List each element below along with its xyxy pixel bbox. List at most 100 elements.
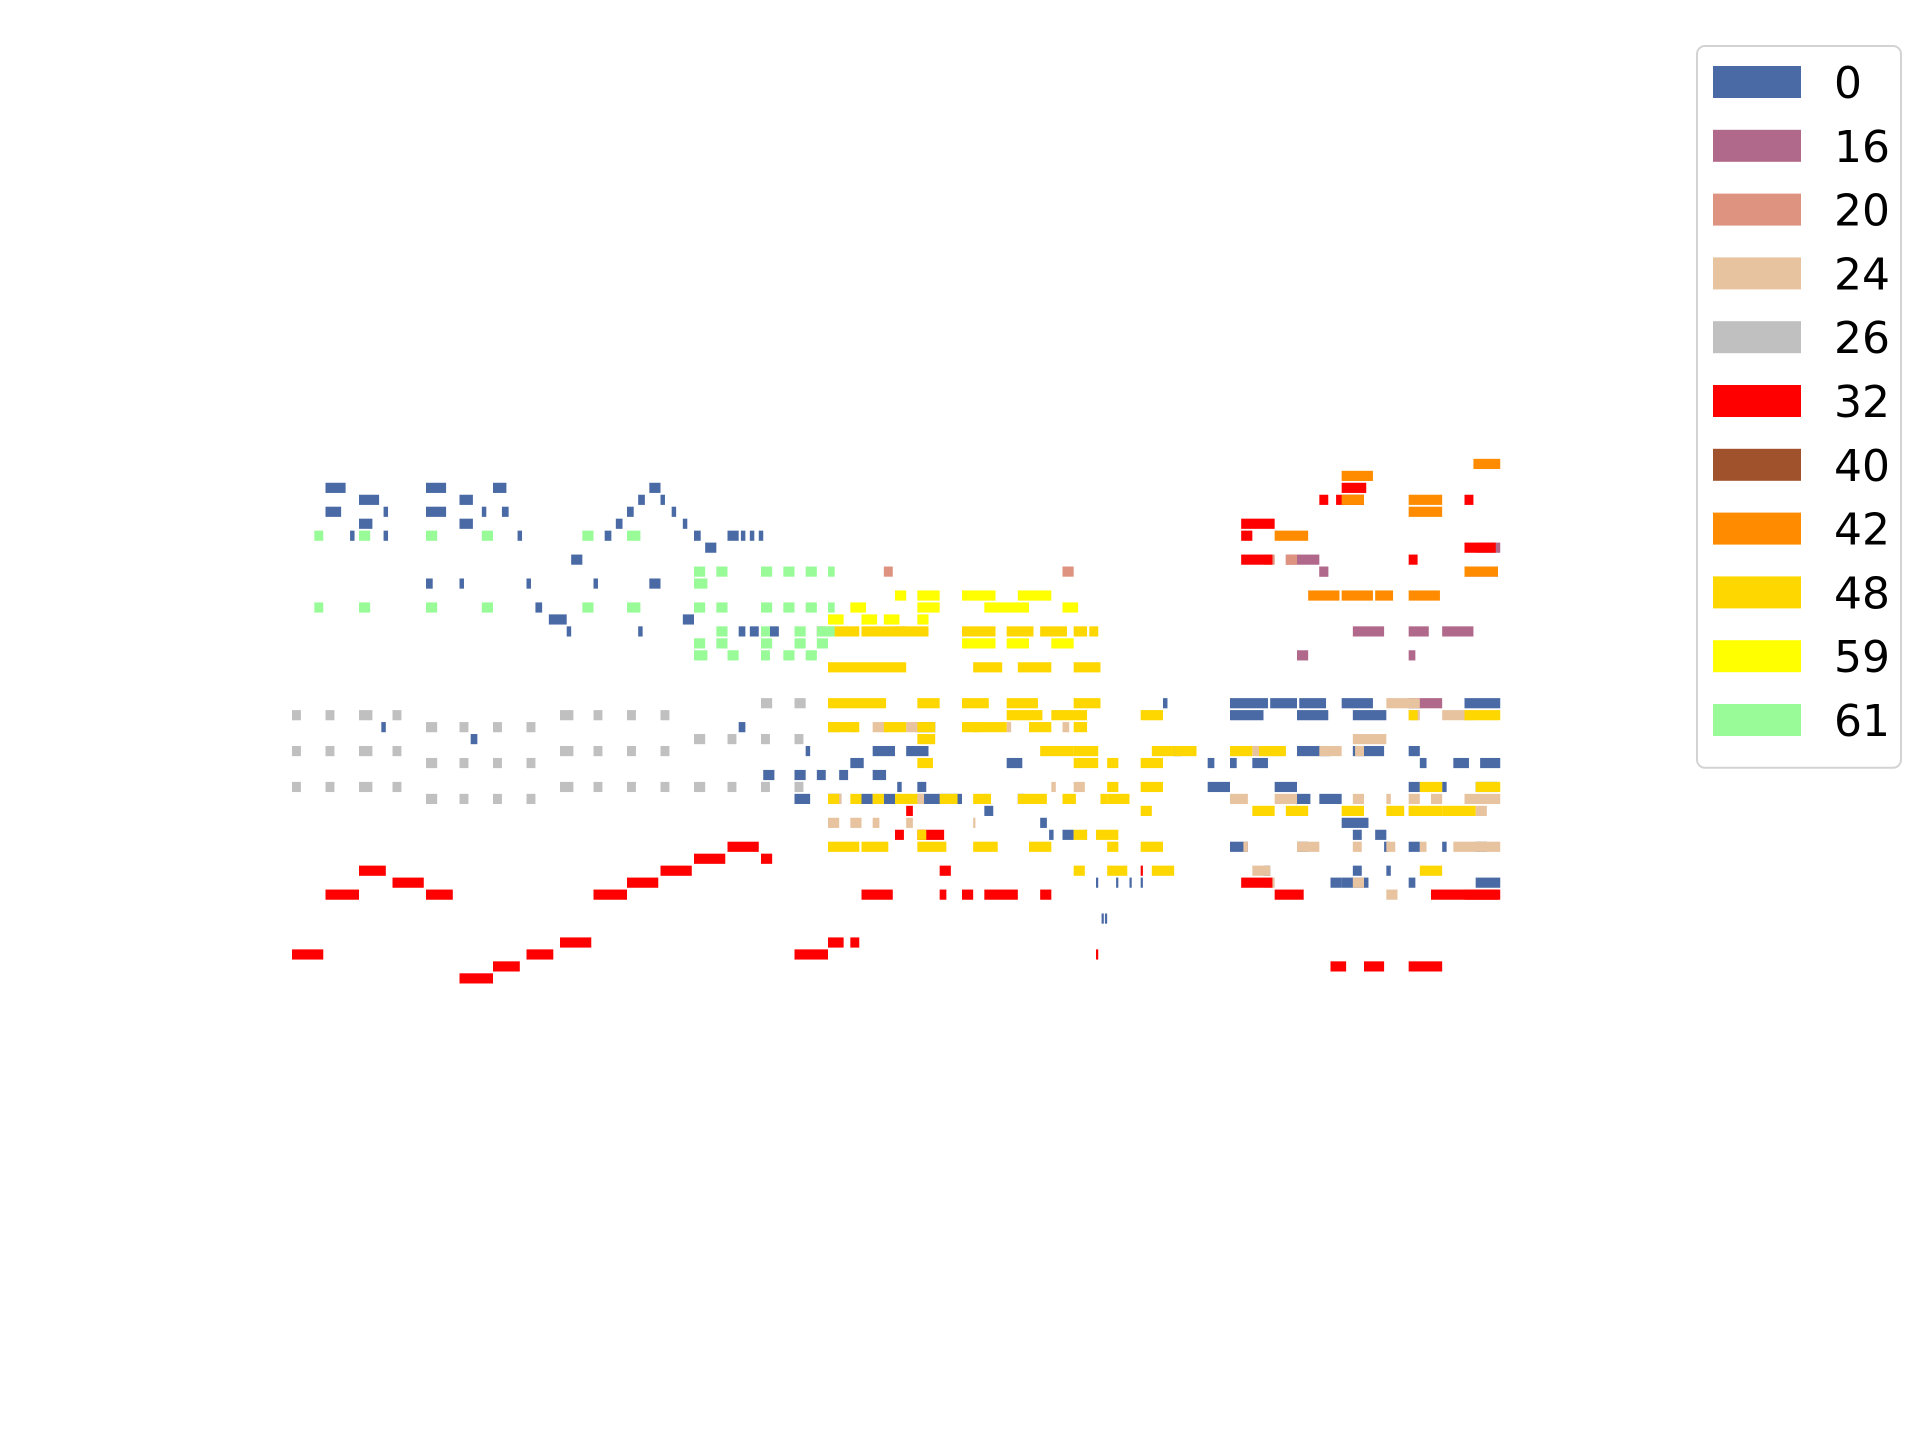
note-mark: [1297, 710, 1329, 721]
note-mark: [828, 817, 840, 828]
note-mark: [359, 745, 373, 757]
note-mark: [481, 530, 493, 541]
note-mark: [459, 722, 469, 733]
legend-swatch: [1713, 129, 1801, 162]
note-mark: [1408, 877, 1416, 888]
note-mark: [872, 817, 880, 828]
note-mark: [426, 482, 447, 493]
note-mark: [794, 781, 804, 793]
note-mark: [1308, 590, 1340, 601]
note-mark: [493, 961, 520, 972]
note-mark: [861, 889, 893, 900]
note-mark: [962, 722, 976, 733]
note-mark: [1419, 865, 1443, 876]
note-mark: [794, 698, 806, 709]
note-mark: [459, 757, 469, 769]
note-mark: [359, 494, 380, 505]
note-mark: [1241, 530, 1253, 541]
note-mark: [1419, 841, 1427, 852]
note-mark: [1408, 506, 1443, 517]
note-mark: [1073, 865, 1085, 876]
note-mark: [828, 841, 860, 852]
note-mark: [627, 710, 636, 721]
note-mark: [1375, 590, 1394, 601]
note-mark: [794, 793, 811, 805]
series-track-42: [1274, 458, 1501, 601]
legend-swatch: [1713, 704, 1801, 736]
note-mark: [593, 745, 603, 757]
note-mark: [526, 578, 531, 589]
note-mark: [1230, 710, 1264, 721]
note-mark: [883, 614, 900, 625]
note-mark: [1017, 590, 1052, 601]
note-mark: [694, 566, 706, 577]
note-mark: [1408, 698, 1443, 709]
note-mark: [906, 805, 913, 816]
note-mark: [459, 973, 493, 984]
note-mark: [1341, 470, 1373, 481]
note-mark: [1243, 841, 1248, 852]
note-mark: [1341, 482, 1367, 493]
note-mark: [705, 542, 717, 553]
note-mark: [1274, 530, 1309, 541]
note-mark: [627, 781, 636, 793]
note-mark: [1375, 829, 1387, 840]
note-mark: [493, 793, 502, 805]
note-mark: [604, 530, 612, 541]
series-track-26: [292, 698, 806, 805]
note-mark: [560, 937, 592, 948]
note-mark: [1241, 877, 1273, 888]
note-mark: [459, 578, 464, 589]
note-mark: [627, 877, 659, 888]
note-mark: [828, 662, 862, 673]
note-mark: [1230, 757, 1237, 769]
note-mark: [593, 578, 598, 589]
note-mark: [727, 734, 737, 745]
note-mark: [1341, 494, 1364, 505]
note-mark: [1319, 745, 1342, 757]
note-mark: [906, 722, 918, 733]
note-mark: [761, 638, 773, 649]
note-mark: [1140, 757, 1163, 769]
note-mark: [1475, 781, 1501, 793]
note-mark: [761, 566, 773, 577]
note-mark: [1062, 566, 1074, 577]
note-mark: [1006, 722, 1012, 733]
note-mark: [1151, 745, 1175, 757]
note-mark: [1464, 566, 1498, 577]
note-mark: [1453, 757, 1469, 769]
note-mark: [1352, 734, 1387, 745]
note-mark: [649, 578, 661, 589]
note-mark: [895, 793, 918, 805]
note-mark: [861, 626, 895, 637]
note-mark: [314, 530, 324, 541]
note-mark: [716, 602, 728, 613]
note-mark: [984, 889, 1018, 900]
note-mark: [481, 506, 487, 517]
note-mark: [1319, 793, 1342, 805]
note-mark: [816, 626, 828, 637]
note-mark: [493, 757, 502, 769]
note-mark: [828, 602, 835, 613]
note-mark: [861, 698, 887, 709]
note-mark: [1107, 865, 1128, 876]
note-mark: [1464, 710, 1501, 721]
note-mark: [1040, 745, 1074, 757]
note-mark: [738, 722, 746, 733]
note-mark: [1431, 793, 1443, 805]
legend-swatch: [1713, 512, 1801, 545]
legend-swatch: [1713, 66, 1801, 98]
note-mark: [727, 841, 759, 852]
note-mark: [1274, 889, 1304, 900]
note-mark: [1006, 626, 1034, 637]
note-mark: [392, 745, 402, 757]
note-mark: [1096, 877, 1099, 888]
note-mark: [794, 638, 806, 649]
legend-label: 0: [1834, 58, 1862, 109]
note-mark: [850, 757, 864, 769]
note-mark: [1252, 757, 1268, 769]
note-mark: [1408, 650, 1416, 661]
note-mark: [493, 482, 507, 493]
note-mark: [872, 745, 895, 757]
note-mark: [392, 710, 402, 721]
